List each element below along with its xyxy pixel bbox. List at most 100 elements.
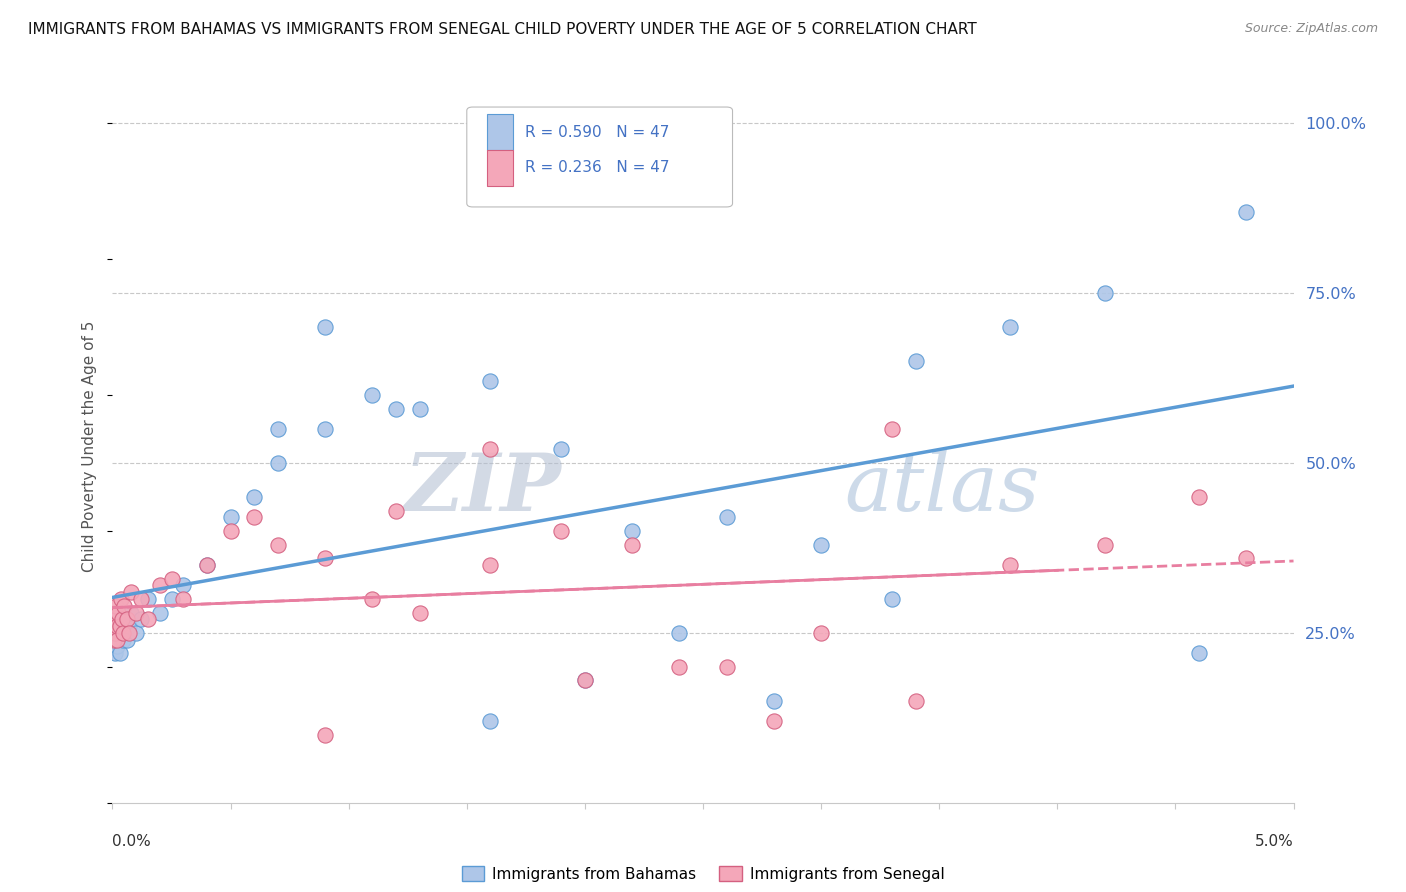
- Point: [668, 660, 690, 674]
- Point: [550, 442, 572, 457]
- Point: [762, 694, 785, 708]
- Point: [104, 612, 127, 626]
- Point: [219, 524, 242, 538]
- Point: [361, 591, 384, 606]
- Point: [408, 401, 430, 416]
- Point: [904, 354, 927, 368]
- Point: [1094, 286, 1116, 301]
- Point: [129, 612, 152, 626]
- Point: [125, 626, 148, 640]
- Point: [108, 619, 131, 633]
- Point: [103, 612, 125, 626]
- Point: [479, 558, 502, 572]
- Point: [129, 591, 152, 606]
- Point: [104, 626, 127, 640]
- Text: IMMIGRANTS FROM BAHAMAS VS IMMIGRANTS FROM SENEGAL CHILD POVERTY UNDER THE AGE O: IMMIGRANTS FROM BAHAMAS VS IMMIGRANTS FR…: [28, 22, 977, 37]
- Point: [111, 606, 134, 620]
- Point: [112, 632, 135, 647]
- Point: [103, 606, 125, 620]
- Point: [136, 591, 159, 606]
- Point: [120, 606, 142, 620]
- Point: [810, 537, 832, 551]
- Point: [904, 694, 927, 708]
- Point: [574, 673, 596, 688]
- FancyBboxPatch shape: [486, 114, 513, 150]
- Point: [668, 626, 690, 640]
- Point: [112, 626, 135, 640]
- Point: [880, 591, 903, 606]
- Point: [385, 503, 408, 517]
- Point: [479, 375, 502, 389]
- Point: [998, 320, 1021, 334]
- Text: atlas: atlas: [845, 450, 1040, 527]
- Point: [160, 572, 183, 586]
- Point: [479, 714, 502, 729]
- Point: [125, 606, 148, 620]
- Text: 0.0%: 0.0%: [112, 834, 152, 849]
- Point: [111, 612, 134, 626]
- Point: [1234, 551, 1257, 566]
- Point: [120, 585, 142, 599]
- Text: R = 0.236   N = 47: R = 0.236 N = 47: [524, 161, 669, 175]
- Point: [998, 558, 1021, 572]
- Point: [110, 591, 132, 606]
- Point: [105, 612, 128, 626]
- Point: [314, 422, 336, 436]
- Point: [105, 632, 128, 647]
- Point: [574, 673, 596, 688]
- Point: [112, 599, 135, 613]
- Point: [112, 612, 135, 626]
- Point: [314, 728, 336, 742]
- Point: [550, 524, 572, 538]
- Point: [149, 606, 172, 620]
- Point: [762, 714, 785, 729]
- Point: [314, 551, 336, 566]
- Point: [314, 320, 336, 334]
- Point: [1188, 646, 1211, 660]
- Text: ZIP: ZIP: [405, 450, 561, 527]
- Point: [105, 640, 128, 654]
- Point: [104, 632, 127, 647]
- Point: [361, 388, 384, 402]
- Point: [219, 510, 242, 524]
- Point: [243, 490, 266, 504]
- Point: [149, 578, 172, 592]
- Point: [267, 422, 290, 436]
- Point: [105, 599, 128, 613]
- Point: [118, 626, 141, 640]
- Point: [408, 606, 430, 620]
- Point: [105, 619, 128, 633]
- Point: [136, 612, 159, 626]
- Point: [621, 524, 644, 538]
- FancyBboxPatch shape: [486, 150, 513, 186]
- Legend: Immigrants from Bahamas, Immigrants from Senegal: Immigrants from Bahamas, Immigrants from…: [456, 860, 950, 888]
- Point: [172, 578, 194, 592]
- Point: [160, 591, 183, 606]
- Point: [172, 591, 194, 606]
- Point: [621, 537, 644, 551]
- Point: [880, 422, 903, 436]
- Point: [267, 537, 290, 551]
- Point: [103, 632, 125, 647]
- Point: [385, 401, 408, 416]
- Point: [716, 660, 738, 674]
- Point: [267, 456, 290, 470]
- Y-axis label: Child Poverty Under the Age of 5: Child Poverty Under the Age of 5: [82, 320, 97, 572]
- Point: [108, 646, 131, 660]
- FancyBboxPatch shape: [467, 107, 733, 207]
- Text: Source: ZipAtlas.com: Source: ZipAtlas.com: [1244, 22, 1378, 36]
- Point: [115, 612, 138, 626]
- Point: [105, 619, 128, 633]
- Point: [107, 606, 129, 620]
- Point: [115, 632, 138, 647]
- Point: [118, 619, 141, 633]
- Text: 5.0%: 5.0%: [1254, 834, 1294, 849]
- Point: [479, 442, 502, 457]
- Point: [243, 510, 266, 524]
- Point: [103, 626, 125, 640]
- Text: R = 0.590   N = 47: R = 0.590 N = 47: [524, 125, 669, 139]
- Point: [810, 626, 832, 640]
- Point: [1094, 537, 1116, 551]
- Point: [1234, 204, 1257, 219]
- Point: [195, 558, 218, 572]
